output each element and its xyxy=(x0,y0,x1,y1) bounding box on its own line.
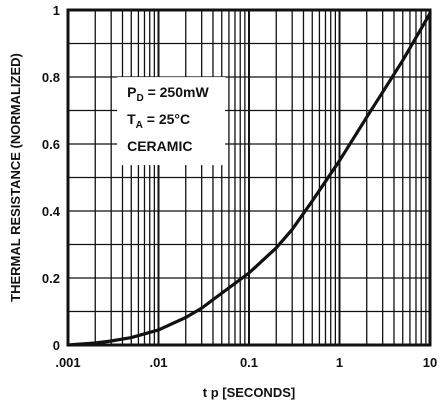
x-tick-label: 10 xyxy=(423,355,437,370)
series-line xyxy=(66,11,432,347)
y-axis-title: THERMAL RESISTANCE (NORMALIZED) xyxy=(8,53,23,302)
grid-lines xyxy=(68,9,430,345)
plot-frame xyxy=(66,8,432,347)
annotation-power: PD = 250mW xyxy=(127,84,209,104)
y-tick-labels: 0 0.2 0.4 0.6 0.8 1 xyxy=(42,3,61,353)
annotation-package: CERAMIC xyxy=(127,138,192,154)
x-tick-labels: .001 .01 0.1 1 10 xyxy=(55,355,437,370)
x-tick-label: 0.1 xyxy=(240,355,258,370)
y-tick-label: 0.2 xyxy=(42,271,60,286)
y-tick-label: 0.6 xyxy=(42,137,60,152)
annotation-box xyxy=(117,77,226,166)
y-tick-label: 0.8 xyxy=(42,70,60,85)
x-tick-label: .001 xyxy=(55,355,80,370)
series-layer xyxy=(66,11,432,347)
y-tick-label: 1 xyxy=(53,3,60,18)
annotation-temperature: TA = 25°C xyxy=(127,111,190,131)
x-axis-title: t p [SECONDS] xyxy=(203,385,295,400)
x-tick-label: .01 xyxy=(149,355,167,370)
y-tick-label: 0.4 xyxy=(42,204,61,219)
y-tick-label: 0 xyxy=(53,338,60,353)
x-tick-label: 1 xyxy=(336,355,343,370)
